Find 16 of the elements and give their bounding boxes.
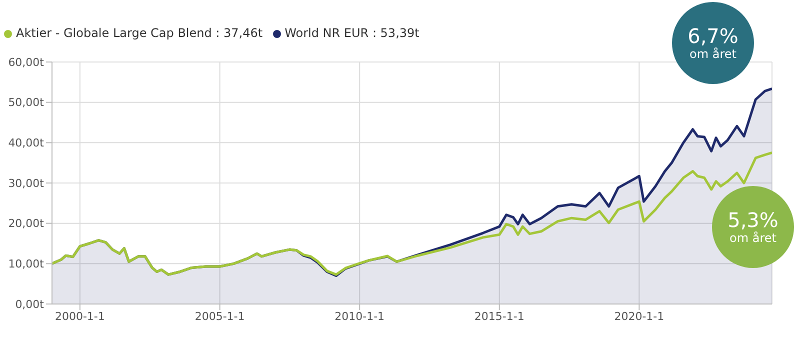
y-tick-label: 40,00t <box>8 136 45 150</box>
y-tick-label: 0,00t <box>15 298 45 311</box>
text: 6,7% om året <box>688 24 738 62</box>
y-tick-label: 50,00t <box>8 96 45 110</box>
y-tick-label: 20,00t <box>8 217 45 230</box>
annotation: 5,3% om året <box>728 208 778 246</box>
y-tick-label: 10,00t <box>8 258 45 271</box>
legend-label: World NR EUR : 53,39t <box>284 26 420 40</box>
x-tick-label: 2005-1-1 <box>194 310 245 323</box>
x-tick-label: 2010-1-1 <box>334 310 385 323</box>
x-tick-label: 2000-1-1 <box>54 310 105 323</box>
x-tick-label: 2015-1-1 <box>474 310 524 323</box>
y-tick-label: 30,00t <box>8 176 45 190</box>
y-tick-label: 60,00t <box>8 56 45 69</box>
x-tick-label: 2020-1-1 <box>614 310 664 323</box>
legend-label: Aktier - Globale Large Cap Blend : 37,46t <box>16 26 263 40</box>
